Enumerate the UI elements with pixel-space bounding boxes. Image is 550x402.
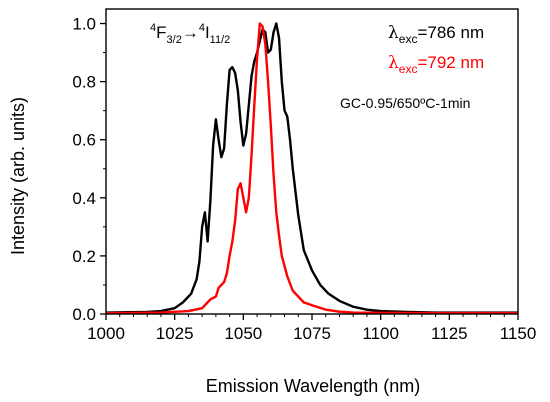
x-tick-label: 1125: [431, 324, 468, 343]
series-line-792nm: [105, 22, 518, 315]
transition-subscript-2: 11/2: [210, 34, 231, 46]
series-line-786nm: [105, 22, 518, 314]
legend-entry-786nm: λexc=786 nm: [388, 23, 484, 46]
y-tick-label: 0.8: [72, 73, 96, 92]
transition-term-1: F: [156, 23, 166, 42]
legend-lambda-symbol: λ: [388, 53, 399, 73]
transition-term-2: I: [205, 23, 210, 42]
legend-lambda-symbol: λ: [388, 23, 399, 43]
sample-label: GC-0.95/650ºC-1min: [340, 95, 470, 111]
transition-arrow: →: [182, 23, 199, 42]
axis-ticks: 1000 1025 1050 1075 1100 1125 1150 0.0 0.2 0.4 0.6…: [72, 15, 536, 343]
transition-superscript-1: 4: [150, 22, 156, 34]
y-tick-label: 0.6: [72, 131, 96, 150]
legend-entry-792nm: λexc=792 nm: [388, 53, 484, 76]
transition-superscript-2: 4: [199, 22, 205, 34]
legend-value: =786 nm: [417, 23, 484, 42]
x-tick-label: 1000: [87, 324, 125, 343]
legend-subscript: exc: [399, 62, 418, 76]
x-tick-label: 1025: [156, 324, 194, 343]
x-tick-label: 1100: [362, 324, 399, 343]
y-tick-label: 0.2: [72, 247, 96, 266]
legend-value: =792 nm: [417, 53, 484, 72]
transition-label: 4F3/2→4I11/2: [150, 22, 230, 46]
y-axis-title: Intensity (arb. units): [8, 97, 28, 255]
series-lines: [105, 22, 518, 315]
legend-subscript: exc: [399, 32, 418, 46]
x-tick-label: 1150: [500, 324, 537, 343]
x-axis-title: Emission Wavelength (nm): [206, 376, 420, 396]
y-tick-label: 0.0: [72, 305, 96, 324]
y-tick-label: 1.0: [72, 15, 96, 34]
x-tick-label: 1075: [293, 324, 331, 343]
x-tick-label: 1050: [224, 324, 262, 343]
y-tick-label: 0.4: [72, 189, 96, 208]
transition-subscript-1: 3/2: [167, 34, 182, 46]
plot-frame: [105, 8, 519, 315]
